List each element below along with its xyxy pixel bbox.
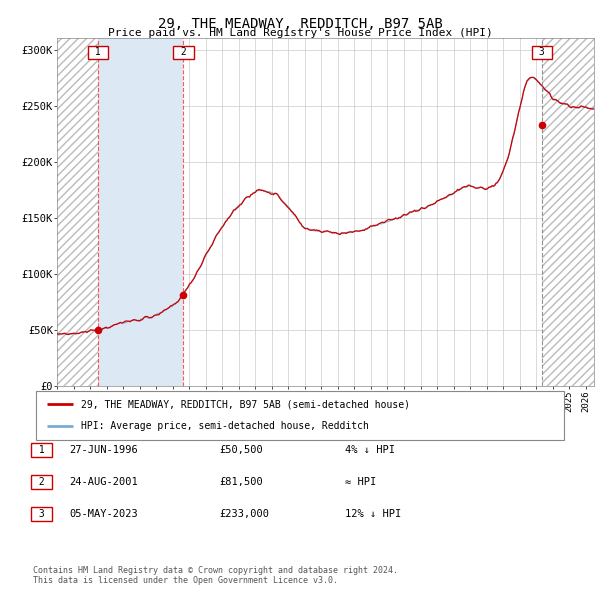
Text: 2: 2: [33, 477, 50, 487]
Text: £233,000: £233,000: [219, 509, 269, 519]
Text: ≈ HPI: ≈ HPI: [345, 477, 376, 487]
Text: Price paid vs. HM Land Registry's House Price Index (HPI): Price paid vs. HM Land Registry's House …: [107, 28, 493, 38]
Text: 29, THE MEADWAY, REDDITCH, B97 5AB: 29, THE MEADWAY, REDDITCH, B97 5AB: [158, 17, 442, 31]
Bar: [542, 38, 594, 386]
Text: 12% ↓ HPI: 12% ↓ HPI: [345, 509, 401, 519]
Text: 1: 1: [89, 47, 107, 57]
Text: 4% ↓ HPI: 4% ↓ HPI: [345, 445, 395, 455]
Text: 1: 1: [33, 445, 50, 455]
FancyBboxPatch shape: [36, 391, 564, 440]
Text: 2: 2: [175, 47, 192, 57]
Text: 29, THE MEADWAY, REDDITCH, B97 5AB (semi-detached house): 29, THE MEADWAY, REDDITCH, B97 5AB (semi…: [81, 399, 410, 409]
Bar: [98, 38, 184, 386]
Text: Contains HM Land Registry data © Crown copyright and database right 2024.
This d: Contains HM Land Registry data © Crown c…: [33, 566, 398, 585]
Text: £81,500: £81,500: [219, 477, 263, 487]
Text: 3: 3: [533, 47, 551, 57]
Text: 3: 3: [33, 509, 50, 519]
Text: 05-MAY-2023: 05-MAY-2023: [69, 509, 138, 519]
Text: 24-AUG-2001: 24-AUG-2001: [69, 477, 138, 487]
Bar: [57, 38, 98, 386]
Text: 27-JUN-1996: 27-JUN-1996: [69, 445, 138, 455]
Text: HPI: Average price, semi-detached house, Redditch: HPI: Average price, semi-detached house,…: [81, 421, 369, 431]
Text: £50,500: £50,500: [219, 445, 263, 455]
